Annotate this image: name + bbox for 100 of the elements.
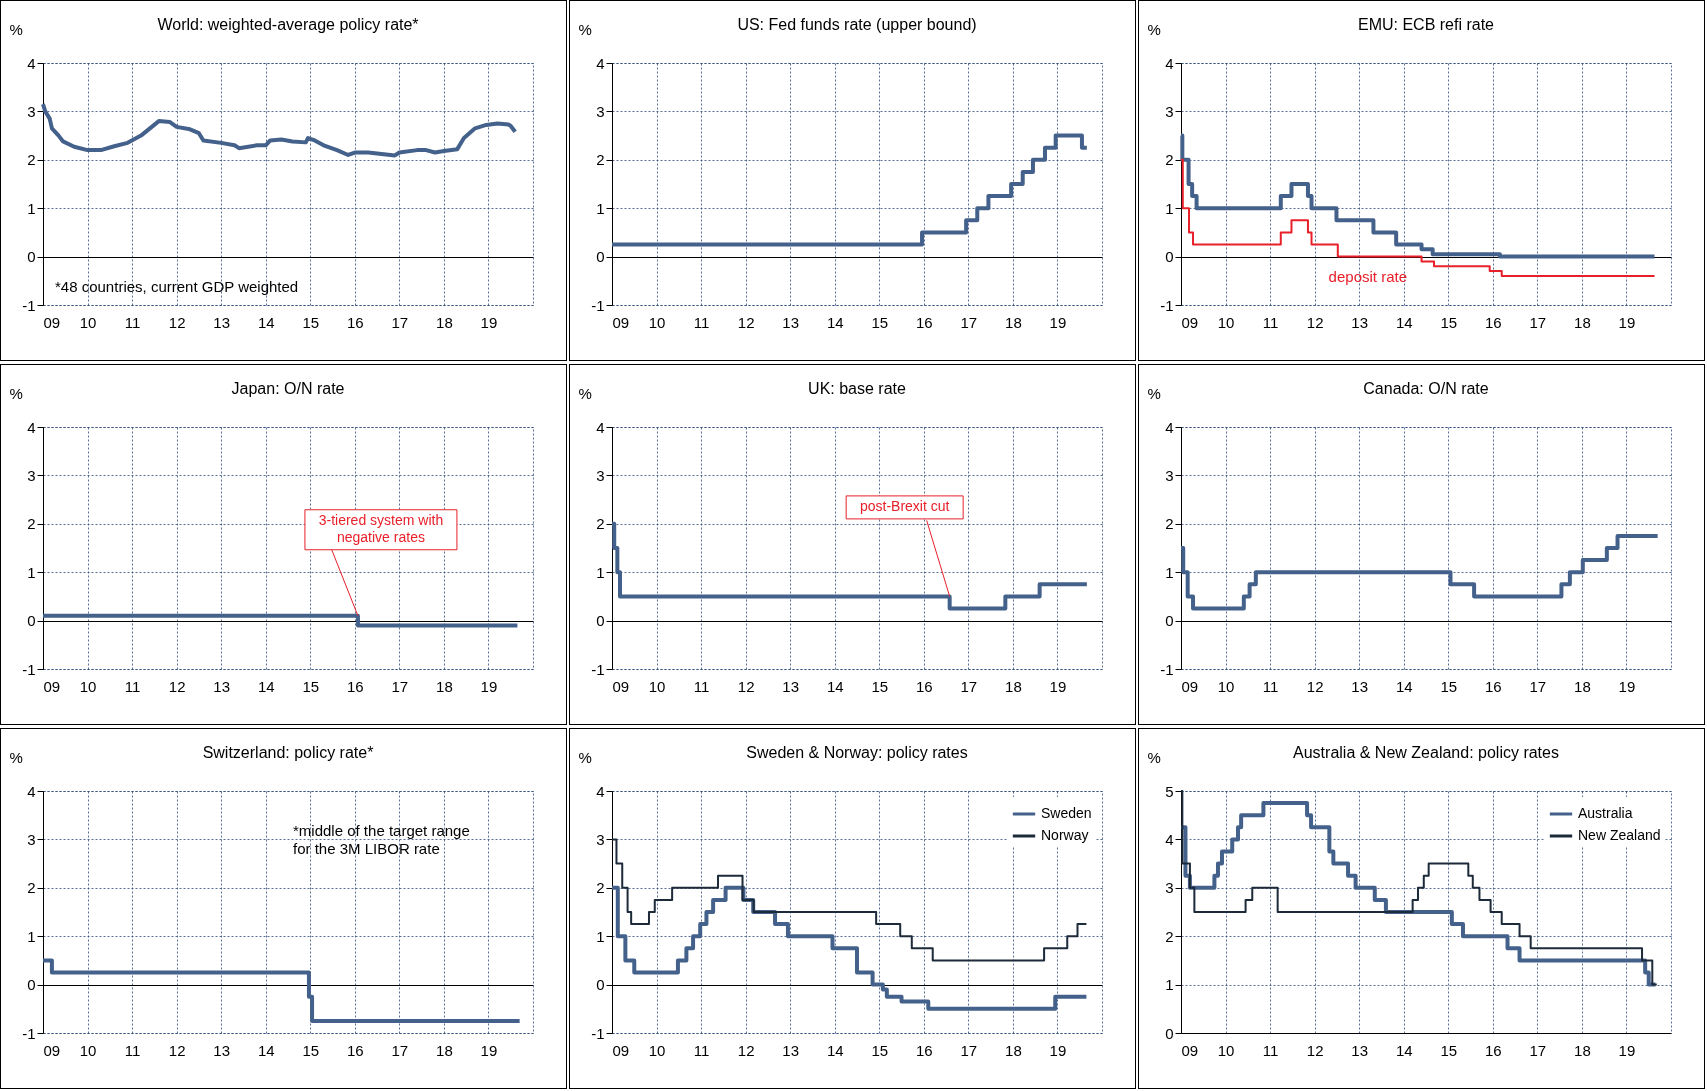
legend-label: New Zealand	[1578, 827, 1661, 843]
y-tick-label: 3	[1165, 466, 1174, 484]
x-tick-label: 18	[1005, 313, 1022, 331]
x-tick-label: 13	[213, 677, 231, 695]
y-tick-label: -1	[1160, 660, 1174, 678]
y-tick-label: 3	[27, 830, 36, 848]
annotation: *middle of the target range for the 3M LIBOR rate	[293, 822, 470, 857]
x-tick-label: 09	[612, 677, 630, 695]
x-tick-label: 16	[1484, 313, 1502, 331]
x-tick-label: 12	[737, 677, 755, 695]
legend-label: Norway	[1041, 827, 1089, 843]
y-tick-label: 2	[27, 151, 36, 169]
x-tick-label: 16	[346, 677, 364, 695]
legend-label: Sweden	[1041, 805, 1092, 821]
y-tick-label: 4	[1165, 418, 1174, 436]
y-tick-label: 3	[27, 466, 36, 484]
y-tick-label: 1	[27, 927, 36, 945]
y-tick-label: -1	[22, 1024, 36, 1042]
x-tick-label: 14	[257, 677, 275, 695]
x-tick-label: 14	[826, 677, 844, 695]
y-axis-title: %	[578, 384, 592, 402]
x-tick-label: 17	[1529, 1041, 1547, 1059]
y-tick-label: 0	[27, 248, 36, 266]
x-tick-label: 14	[257, 313, 275, 331]
chart-title: Canada: O/N rate	[1363, 380, 1489, 397]
x-tick-label: 12	[168, 677, 186, 695]
y-tick-label: 1	[1165, 563, 1174, 581]
x-tick-label: 12	[1306, 1041, 1324, 1059]
x-tick-label: 17	[391, 677, 409, 695]
y-tick-label: -1	[591, 660, 605, 678]
x-tick-label: 12	[168, 1041, 186, 1059]
x-tick-label: 15	[1440, 677, 1458, 695]
x-tick-label: 10	[648, 1041, 666, 1059]
y-tick-label: 2	[596, 879, 605, 897]
y-tick-label: 1	[596, 927, 605, 945]
x-tick-label: 13	[782, 1041, 800, 1059]
x-tick-label: 19	[1618, 1041, 1636, 1059]
chart-title: World: weighted-average policy rate*	[157, 16, 419, 33]
x-tick-label: 12	[737, 313, 755, 331]
x-tick-label: 15	[1440, 313, 1458, 331]
y-tick-label: 0	[1165, 1024, 1174, 1042]
x-tick-label: 18	[436, 1041, 453, 1059]
y-axis-title: %	[9, 384, 23, 402]
x-tick-label: 13	[1351, 313, 1369, 331]
x-tick-label: 19	[1049, 1041, 1067, 1059]
x-tick-label: 11	[124, 1041, 141, 1059]
x-tick-label: 11	[1262, 313, 1279, 331]
y-tick-label: 4	[596, 418, 605, 436]
x-tick-label: 12	[737, 1041, 755, 1059]
x-tick-label: 09	[1181, 677, 1199, 695]
y-tick-label: 0	[596, 612, 605, 630]
x-tick-label: 15	[871, 1041, 889, 1059]
x-tick-label: 15	[1440, 1041, 1458, 1059]
y-tick-label: 2	[1165, 927, 1174, 945]
x-tick-label: 16	[346, 313, 364, 331]
x-tick-label: 12	[1306, 677, 1324, 695]
y-tick-label: 0	[1165, 248, 1174, 266]
legend-label: Australia	[1578, 805, 1633, 821]
chart-title: Switzerland: policy rate*	[202, 744, 374, 761]
x-tick-label: 11	[1262, 677, 1279, 695]
x-tick-label: 14	[1395, 1041, 1413, 1059]
y-tick-label: 3	[596, 830, 605, 848]
y-tick-label: -1	[1160, 296, 1174, 314]
y-tick-label: 3	[596, 466, 605, 484]
y-tick-label: 1	[27, 199, 36, 217]
y-tick-label: 0	[596, 976, 605, 994]
x-tick-label: 13	[782, 677, 800, 695]
x-tick-label: 18	[436, 313, 453, 331]
x-tick-label: 10	[79, 1041, 97, 1059]
x-tick-label: 11	[124, 313, 141, 331]
x-tick-label: 13	[1351, 677, 1369, 695]
y-tick-label: 1	[1165, 199, 1174, 217]
y-tick-label: 4	[27, 418, 36, 436]
y-tick-label: 4	[596, 782, 605, 800]
x-tick-label: 17	[960, 313, 978, 331]
x-tick-label: 14	[1395, 313, 1413, 331]
x-tick-label: 18	[1005, 1041, 1022, 1059]
x-tick-label: 12	[168, 313, 186, 331]
annotation: 3-tiered system with negative rates	[318, 512, 444, 546]
x-tick-label: 16	[915, 1041, 933, 1059]
x-tick-label: 17	[391, 313, 409, 331]
x-tick-label: 09	[612, 313, 630, 331]
x-tick-label: 09	[612, 1041, 630, 1059]
y-axis-title: %	[578, 20, 592, 38]
x-tick-label: 11	[124, 677, 141, 695]
y-tick-label: 3	[1165, 102, 1174, 120]
y-tick-label: 1	[596, 199, 605, 217]
y-tick-label: 1	[596, 563, 605, 581]
x-tick-label: 09	[43, 677, 61, 695]
y-tick-label: 0	[596, 248, 605, 266]
y-tick-label: 1	[1165, 976, 1174, 994]
x-tick-label: 10	[79, 677, 97, 695]
y-axis-title: %	[9, 20, 23, 38]
y-axis-title: %	[1147, 748, 1161, 766]
y-tick-label: 3	[1165, 879, 1174, 897]
chart-title: US: Fed funds rate (upper bound)	[737, 16, 977, 33]
x-tick-label: 14	[1395, 677, 1413, 695]
x-tick-label: 12	[1306, 313, 1324, 331]
y-tick-label: 0	[27, 612, 36, 630]
x-tick-label: 19	[480, 677, 498, 695]
